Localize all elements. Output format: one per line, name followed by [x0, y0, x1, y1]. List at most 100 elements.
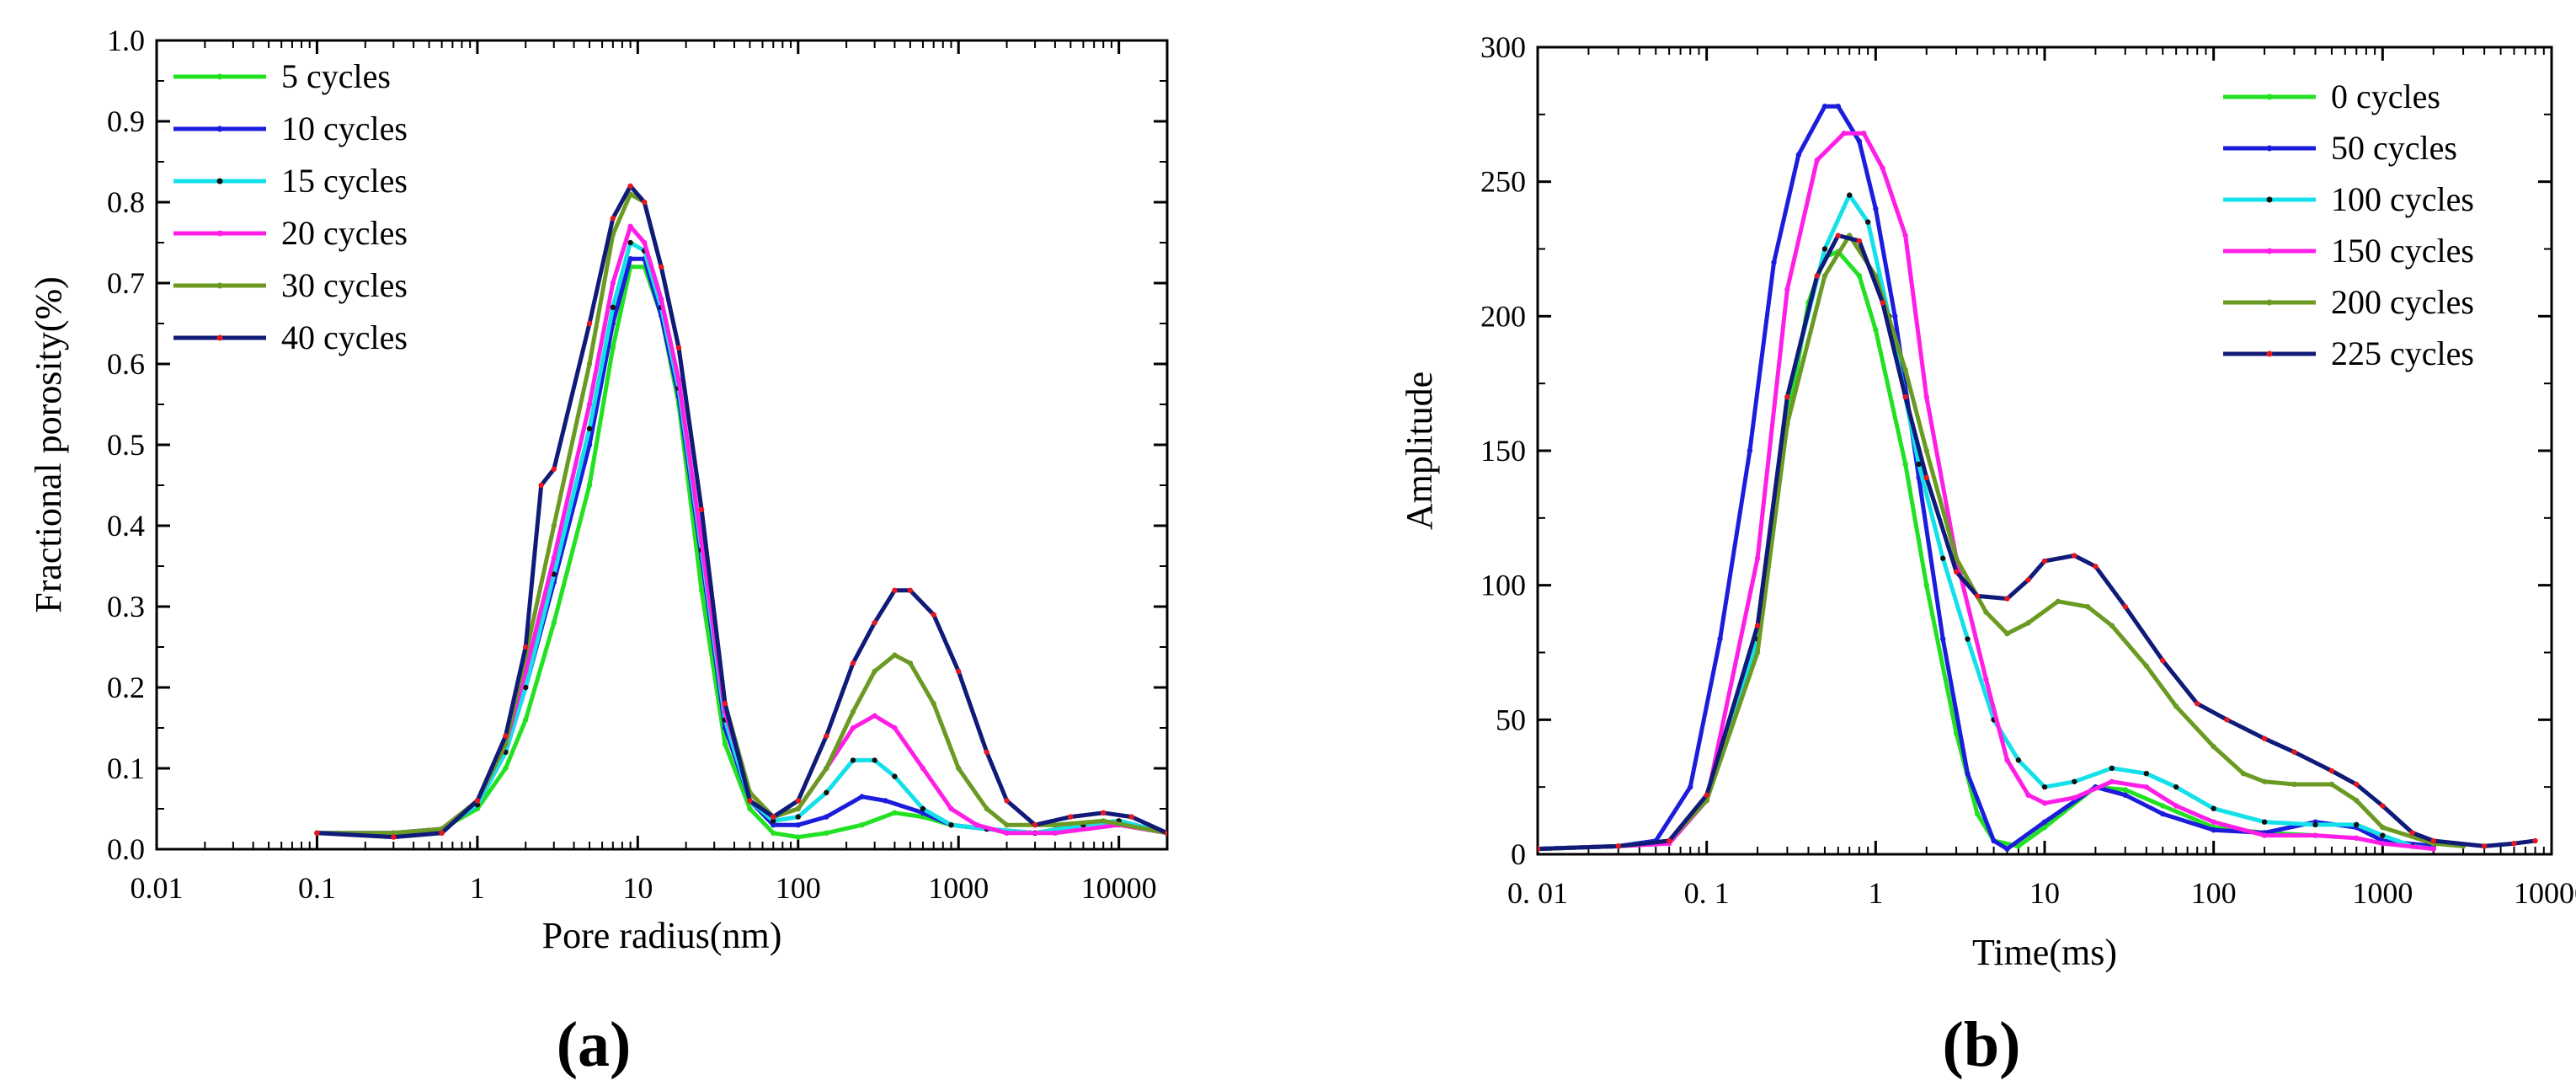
- data-point-series-3: [1847, 192, 1853, 198]
- data-point-series-2: [1795, 152, 1802, 158]
- y-tick-label: 0.8: [107, 185, 145, 219]
- data-point-series-3: [1916, 461, 1922, 468]
- data-point-series-4: [1983, 677, 1989, 682]
- data-point-series-5: [391, 830, 397, 836]
- data-point-series-3: [771, 818, 776, 824]
- data-point-series-2: [2122, 792, 2128, 798]
- series-line-4: [1538, 131, 2436, 852]
- data-point-series-3: [586, 425, 593, 431]
- data-point-series-3: [551, 571, 557, 577]
- x-axis-label: Time(ms): [1972, 932, 2117, 973]
- data-point-series-6: [1164, 830, 1167, 836]
- legend-marker: [2266, 248, 2273, 254]
- data-point-series-2: [2004, 846, 2010, 852]
- data-point-series-4: [1004, 830, 1010, 836]
- data-point-series-6: [1128, 814, 1134, 820]
- data-point-series-5: [2085, 604, 2091, 610]
- legend-marker: [2266, 350, 2273, 357]
- data-point-series-6: [1902, 393, 1908, 400]
- data-point-series-1: [551, 620, 557, 626]
- data-point-series-2: [1835, 104, 1842, 110]
- series-line-6: [1538, 233, 2538, 852]
- data-point-series-2: [1873, 206, 1879, 211]
- data-point-series-5: [551, 522, 557, 529]
- data-point-series-1: [722, 741, 728, 747]
- data-point-series-1: [892, 810, 898, 816]
- data-point-series-4: [586, 401, 593, 408]
- data-point-series-4: [1860, 130, 1867, 136]
- x-tick-label: 10: [622, 871, 653, 905]
- data-point-series-2: [2211, 827, 2216, 833]
- data-point-series-4: [2430, 846, 2436, 852]
- y-tick-label: 0.4: [107, 509, 145, 543]
- data-point-series-6: [642, 199, 648, 206]
- chart-panel-a: 0.01 0.1 1 10 100 1000 10000 0.0 0.1 0.2 0.3 0.4 0.5…: [28, 24, 1169, 1080]
- data-point-series-4: [2025, 792, 2031, 798]
- data-point-series-4: [627, 223, 633, 229]
- data-point-series-1: [859, 822, 865, 828]
- y-tick-label: 0.3: [107, 590, 145, 623]
- data-point-series-4: [973, 822, 980, 828]
- data-point-series-6: [1004, 798, 1010, 804]
- legend-entry: 15 cycles: [281, 162, 408, 200]
- data-point-series-3: [1939, 555, 1946, 561]
- data-point-series-2: [824, 814, 829, 820]
- data-point-series-1: [610, 345, 616, 350]
- legend-entry: 30 cycles: [281, 266, 408, 304]
- legend-marker: [216, 73, 223, 80]
- data-point-series-6: [1880, 300, 1885, 306]
- data-point-series-4: [1052, 830, 1059, 836]
- data-point-series-5: [931, 701, 936, 707]
- data-point-series-1: [503, 765, 509, 772]
- data-point-series-2: [627, 256, 633, 262]
- data-point-series-1: [747, 805, 753, 812]
- legend-marker: [216, 126, 223, 132]
- data-point-series-1: [1974, 810, 1981, 817]
- data-point-series-6: [956, 668, 962, 674]
- data-point-series-3: [2173, 783, 2179, 790]
- data-point-series-6: [747, 798, 753, 804]
- data-point-series-6: [698, 506, 705, 512]
- y-axis-label: Fractional porosity(%): [28, 276, 69, 613]
- data-point-series-5: [2354, 797, 2360, 804]
- x-tick-label: 0. 01: [1507, 876, 1568, 910]
- data-point-series-1: [1856, 273, 1863, 279]
- data-point-series-6: [1666, 837, 1672, 844]
- data-point-series-5: [1983, 609, 1989, 615]
- data-point-series-6: [2291, 749, 2297, 755]
- data-point-series-5: [2025, 620, 2031, 626]
- data-point-series-5: [2211, 744, 2216, 750]
- data-point-series-6: [1974, 593, 1981, 599]
- panel-label: (b): [1943, 1009, 2021, 1080]
- data-point-series-5: [2004, 630, 2010, 637]
- data-point-series-3: [523, 684, 529, 691]
- series-line-5: [1538, 233, 2466, 852]
- data-point-series-6: [610, 216, 616, 222]
- data-point-series-1: [523, 717, 529, 723]
- data-point-series-2: [1688, 783, 1693, 790]
- data-point-series-2: [2041, 819, 2048, 825]
- data-point-series-5: [1953, 555, 1960, 561]
- data-point-series-3: [2015, 757, 2022, 763]
- data-point-series-6: [523, 644, 529, 650]
- data-point-series-1: [795, 834, 801, 840]
- y-tick-label: 0.7: [107, 266, 145, 300]
- data-point-series-6: [1704, 792, 1709, 798]
- data-point-series-6: [2511, 841, 2517, 847]
- data-point-series-2: [1965, 771, 1971, 777]
- data-point-series-6: [2328, 767, 2335, 774]
- data-point-series-6: [2224, 717, 2230, 723]
- data-point-series-6: [2409, 830, 2415, 836]
- data-point-series-5: [2261, 778, 2268, 784]
- y-tick-label: 0: [1511, 837, 1526, 871]
- data-point-series-5: [1902, 367, 1908, 373]
- data-point-series-6: [538, 482, 544, 489]
- y-tick-label: 0.5: [107, 428, 145, 462]
- series-line-3: [1538, 193, 2436, 852]
- legend-entry: 200 cycles: [2331, 283, 2474, 321]
- data-point-series-2: [1821, 104, 1828, 110]
- data-point-series-4: [2211, 819, 2216, 825]
- data-point-series-6: [2354, 781, 2360, 788]
- data-point-series-2: [1991, 837, 1997, 844]
